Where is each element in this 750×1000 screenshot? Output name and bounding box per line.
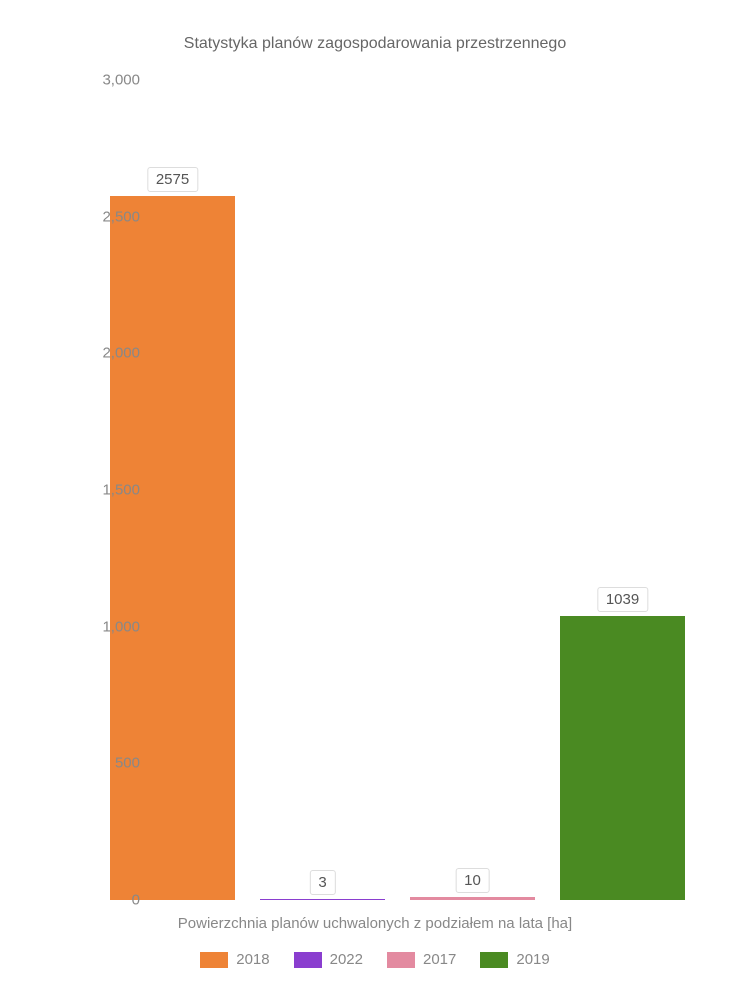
legend-swatch (387, 952, 415, 968)
value-label-2019: 1039 (597, 587, 648, 612)
y-tick-label: 0 (132, 892, 140, 909)
value-label-2018: 2575 (147, 167, 198, 192)
y-tick-label: 1,500 (102, 482, 140, 499)
bar-2018 (110, 196, 235, 900)
legend-item-2019: 2019 (480, 951, 549, 968)
y-tick-label: 2,000 (102, 345, 140, 362)
legend-label: 2019 (516, 951, 549, 968)
y-tick-label: 2,500 (102, 208, 140, 225)
bar-2019 (560, 616, 685, 900)
legend-label: 2018 (236, 951, 269, 968)
y-tick-label: 3,000 (102, 72, 140, 89)
y-tick-label: 500 (115, 755, 140, 772)
y-tick-label: 1,000 (102, 618, 140, 635)
legend-label: 2022 (330, 951, 363, 968)
bar-2017 (410, 897, 535, 900)
plot-area: 2575 3 10 1039 (100, 80, 700, 900)
legend-item-2017: 2017 (387, 951, 456, 968)
legend-swatch (200, 952, 228, 968)
x-axis-label: Powierzchnia planów uchwalonych z podzia… (0, 915, 750, 932)
value-label-2017: 10 (455, 868, 490, 893)
legend-label: 2017 (423, 951, 456, 968)
value-label-2022: 3 (309, 870, 335, 895)
chart-title: Statystyka planów zagospodarowania przes… (0, 35, 750, 53)
legend-swatch (294, 952, 322, 968)
legend-item-2018: 2018 (200, 951, 269, 968)
legend-item-2022: 2022 (294, 951, 363, 968)
bar-2022 (260, 899, 385, 900)
legend: 2018 2022 2017 2019 (0, 951, 750, 968)
legend-swatch (480, 952, 508, 968)
chart-container: Statystyka planów zagospodarowania przes… (0, 0, 750, 1000)
